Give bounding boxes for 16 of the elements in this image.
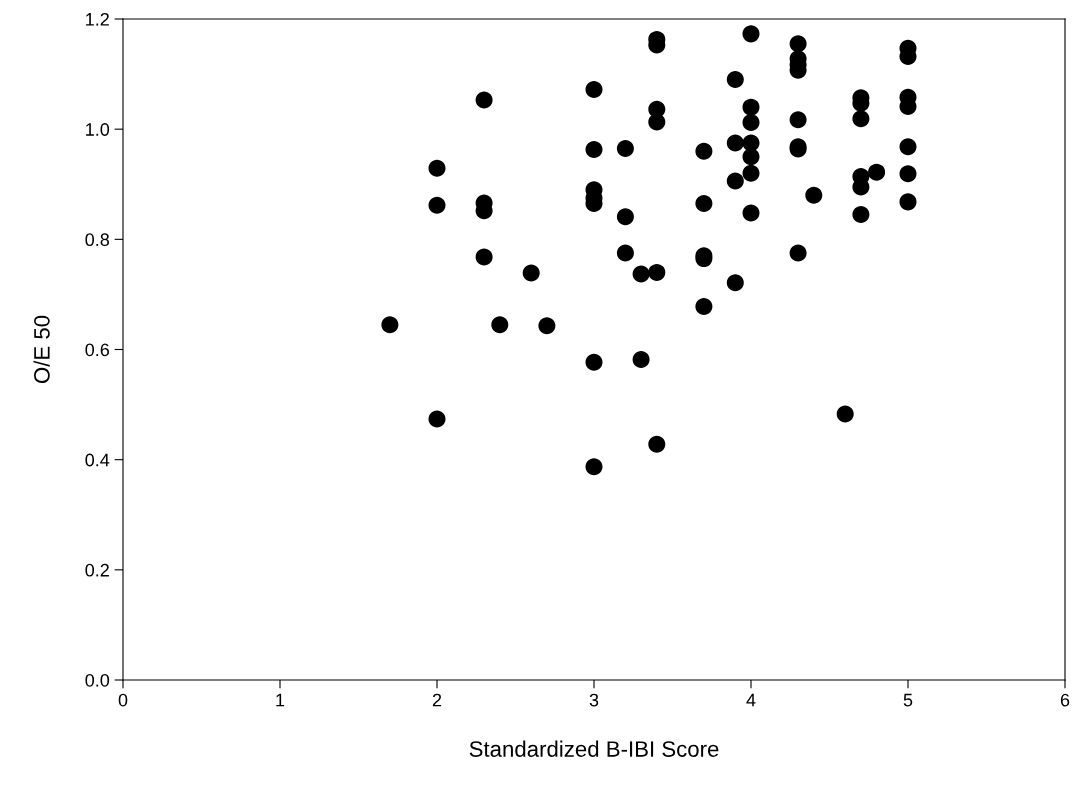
x-tick-label: 0 [118,693,128,707]
x-tick-label: 6 [1060,693,1070,707]
x-tick-label: 3 [589,693,599,707]
y-axis-title: O/E 50 [33,315,50,384]
x-tick-label: 4 [746,693,756,707]
x-axis-title: Standardized B-IBI Score [469,740,719,757]
y-tick-label: 1.2 [86,12,109,26]
y-tick-label: 0.2 [85,563,109,577]
x-tick-label: 2 [432,693,442,707]
y-tick-label: 0.0 [85,673,110,687]
y-tick-label: 0.8 [85,233,110,247]
y-tick-label: 0.4 [85,453,110,467]
y-tick-label: 0.6 [85,343,110,357]
x-tick-label: 1 [276,693,285,707]
y-tick-label: 1.0 [86,123,110,136]
x-tick-label: 5 [903,693,913,707]
